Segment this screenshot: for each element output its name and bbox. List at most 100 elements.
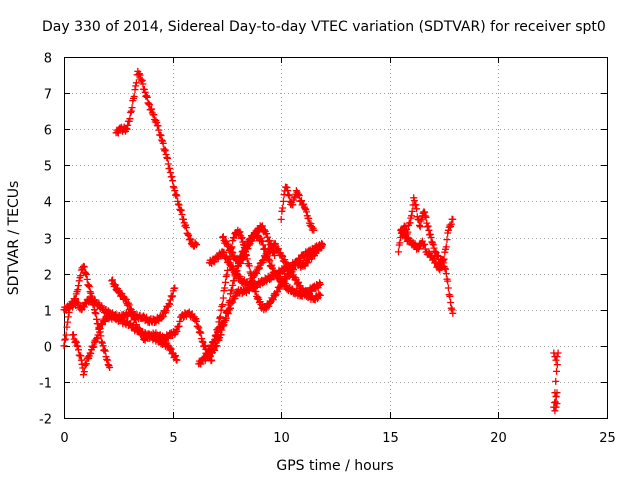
series-track-n (550, 349, 562, 415)
data-point (114, 129, 122, 137)
data-point (175, 322, 183, 330)
data-point (210, 339, 218, 347)
data-point (444, 277, 452, 285)
data-point (318, 239, 326, 247)
data-point (155, 126, 163, 134)
data-point (395, 248, 402, 256)
y-tick-label: 1 (44, 305, 52, 320)
data-point (446, 221, 454, 229)
data-point (193, 317, 200, 325)
series-track-c (60, 284, 179, 327)
data-point (250, 233, 258, 241)
data-point (262, 254, 270, 262)
data-point (114, 288, 122, 296)
data-point (135, 70, 143, 78)
data-point (310, 226, 318, 234)
x-axis-label: GPS time / hours (276, 458, 393, 474)
data-point (445, 291, 453, 299)
data-point (447, 304, 455, 312)
data-point (418, 215, 426, 223)
data-point (118, 290, 126, 297)
data-point (223, 254, 231, 262)
data-point (552, 393, 560, 401)
data-point (193, 241, 200, 249)
data-point (173, 192, 181, 200)
data-point (274, 245, 282, 253)
data-point (245, 281, 253, 289)
y-tick-label: 2 (44, 269, 52, 284)
data-point (553, 400, 561, 408)
data-point (449, 215, 457, 223)
data-point (303, 208, 310, 216)
data-point (423, 223, 431, 231)
data-point (176, 205, 184, 213)
data-point (109, 276, 116, 284)
data-point (429, 239, 436, 247)
data-point (223, 307, 231, 315)
series-track-i (277, 183, 318, 234)
data-point (94, 331, 102, 339)
data-point (266, 237, 274, 245)
data-point (86, 288, 94, 296)
data-point (181, 222, 189, 230)
data-point (552, 356, 560, 364)
data-point (175, 201, 183, 209)
data-point (180, 215, 187, 223)
data-point (82, 360, 90, 368)
data-point (163, 154, 171, 161)
data-point (75, 346, 82, 354)
data-point (255, 265, 263, 273)
data-point (218, 302, 226, 310)
data-point (171, 187, 179, 195)
data-point (136, 71, 144, 79)
data-point (253, 269, 261, 277)
data-point (176, 317, 184, 325)
data-point (292, 187, 300, 195)
data-point (85, 281, 93, 289)
data-point (157, 132, 165, 139)
data-point (171, 284, 179, 292)
series-track-m (397, 215, 457, 274)
x-tick-label: 20 (490, 431, 507, 446)
data-point (90, 343, 98, 351)
data-point (166, 300, 174, 308)
data-point (161, 147, 169, 155)
data-point (415, 245, 423, 253)
data-point (77, 356, 85, 364)
data-point (248, 237, 256, 245)
data-point (308, 223, 316, 231)
data-marks (60, 67, 562, 415)
data-point (61, 335, 69, 343)
data-point (553, 367, 560, 375)
data-point (129, 308, 137, 316)
data-point (103, 355, 111, 363)
data-point (135, 325, 143, 333)
data-point (214, 326, 221, 333)
data-point (295, 192, 303, 200)
data-point (164, 154, 171, 162)
data-point (248, 277, 256, 284)
data-point (224, 266, 232, 274)
data-point (106, 364, 114, 371)
data-point (215, 318, 223, 326)
data-point (289, 201, 297, 209)
data-point (252, 288, 260, 295)
data-point (269, 296, 277, 304)
data-point (214, 324, 222, 332)
data-point (85, 283, 93, 291)
data-point (122, 124, 130, 132)
data-point (128, 308, 136, 316)
data-point (147, 106, 155, 114)
data-point (93, 315, 101, 323)
data-point (92, 338, 100, 346)
data-point (82, 271, 90, 278)
data-point (74, 342, 82, 350)
data-point (131, 86, 139, 94)
data-point (98, 302, 106, 310)
y-tick-label: 0 (44, 341, 52, 356)
data-point (101, 318, 108, 325)
data-point (161, 146, 169, 154)
data-point (166, 169, 174, 176)
data-point (295, 278, 303, 286)
data-point (61, 336, 69, 344)
